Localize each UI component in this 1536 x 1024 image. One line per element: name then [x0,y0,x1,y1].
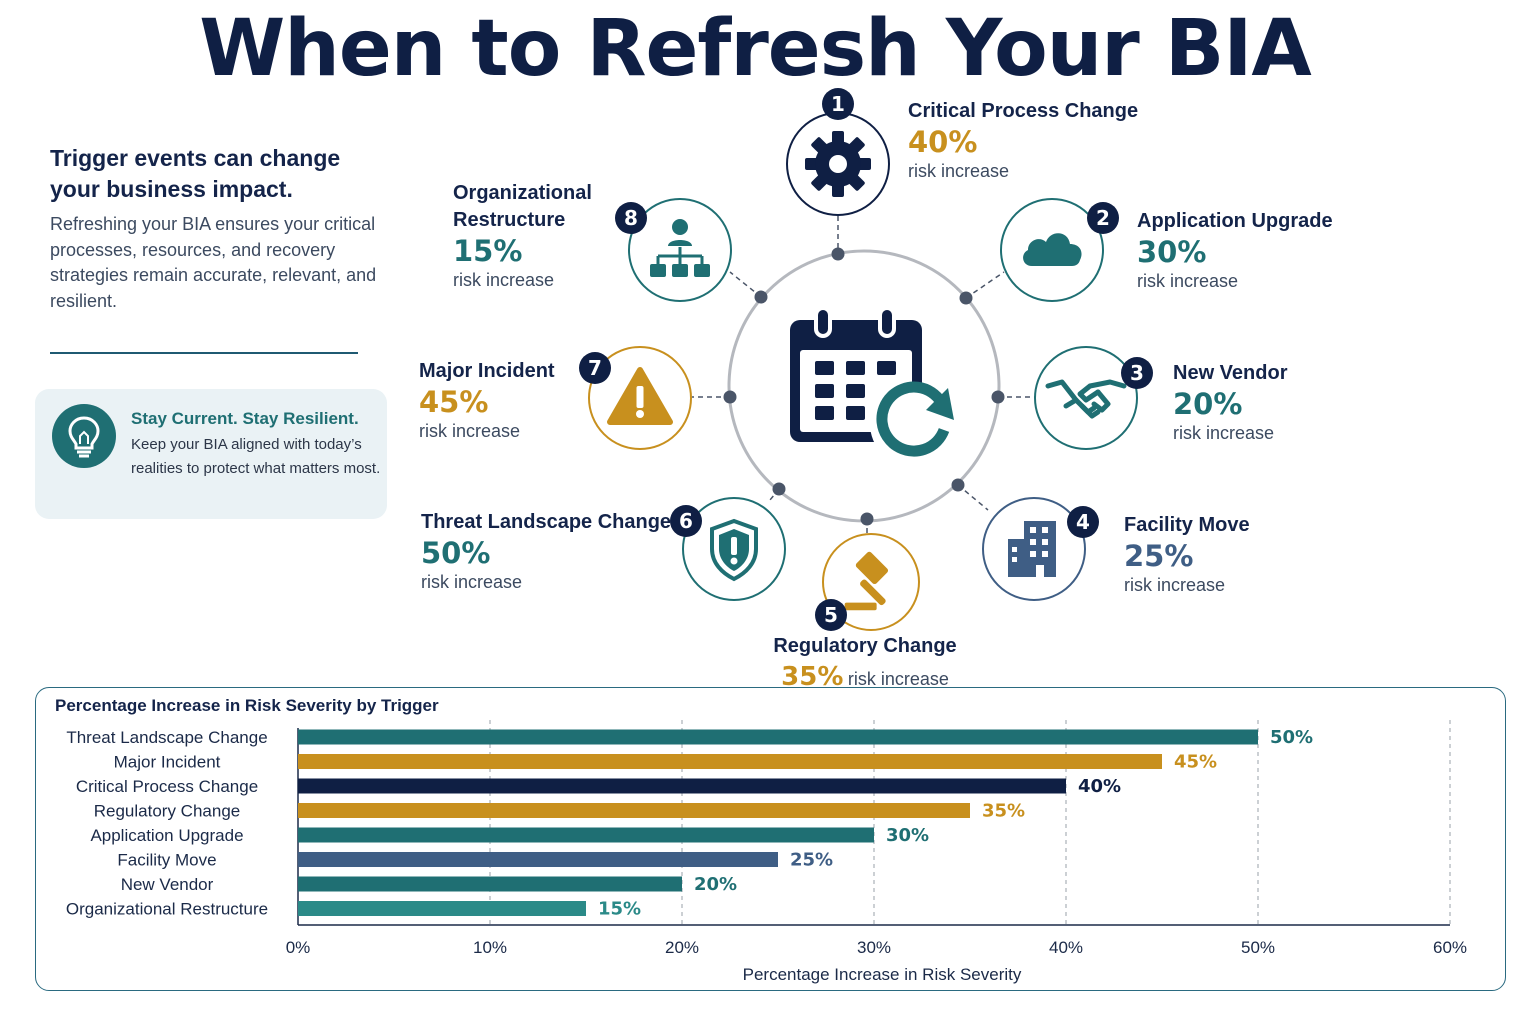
data-label: 25% [790,850,833,871]
page-title: When to Refresh Your BIA [199,4,1311,94]
label-critical-process-change: Critical Process Change 40% risk increas… [908,98,1138,183]
trigger-sub: risk increase [1173,423,1275,443]
category-label: Critical Process Change [76,777,258,796]
trigger-name: Major Incident [419,360,555,382]
trigger-name: Critical Process Change [908,100,1139,122]
badge-2: 2 [1087,202,1119,234]
trigger-name: Regulatory Change [773,635,957,657]
badge-8: 8 [615,202,647,234]
x-tick-label: 10% [473,938,507,957]
label-regulatory-change: Regulatory Change 35% risk increase [760,633,970,694]
label-new-vendor: New Vendor 20% risk increase [1173,360,1287,445]
shield-alert-icon [710,518,758,582]
badge-6: 6 [670,505,702,537]
trigger-sub: risk increase [419,421,521,441]
label-application-upgrade: Application Upgrade 30% risk increase [1137,208,1333,293]
trigger-pct: 15% [453,234,523,268]
label-organizational-restructure: Organizational Restructure 15% risk incr… [453,180,613,292]
chart-title: Percentage Increase in Risk Severity by … [55,696,439,715]
lightbulb-icon [52,404,116,468]
category-label: Threat Landscape Change [66,728,267,747]
x-tick-label: 50% [1241,938,1275,957]
gavel-icon [844,551,889,611]
x-tick-label: 0% [286,938,311,957]
trigger-name: Facility Move [1124,514,1250,536]
divider [50,352,358,354]
trigger-pct: 45% [419,385,489,419]
node-critical-process-change [786,112,890,216]
trigger-name: Application Upgrade [1137,210,1333,232]
badge-3: 3 [1121,357,1153,389]
trigger-pct: 40% [908,125,978,159]
trigger-pct: 50% [421,536,491,570]
trigger-pct: 20% [1173,387,1243,421]
badge-5: 5 [815,599,847,631]
trigger-sub: risk increase [453,270,555,290]
label-threat-landscape-change: Threat Landscape Change 50% risk increas… [421,509,671,594]
x-tick-label: 20% [665,938,699,957]
data-label: 30% [886,825,929,846]
category-label: Organizational Restructure [66,900,268,919]
tip-body: Keep your BIA aligned with today’s reali… [131,436,381,477]
trigger-name: Threat Landscape Change [421,511,672,533]
intro-heading: Trigger events can change your business … [50,145,341,202]
bar [298,827,874,843]
badge-4: 4 [1067,506,1099,538]
data-label: 40% [1078,776,1121,797]
category-label: Regulatory Change [94,802,240,821]
cloud-icon [1023,233,1082,266]
trigger-sub: risk increase [1137,271,1239,291]
category-label: Application Upgrade [90,826,243,845]
badge-7: 7 [579,352,611,384]
trigger-pct: 30% [1137,235,1207,269]
bar [298,729,1258,745]
warning-icon [607,367,673,425]
label-facility-move: Facility Move 25% risk increase [1124,512,1250,597]
category-label: New Vendor [121,875,214,894]
data-label: 20% [694,874,737,895]
trigger-sub: risk increase [908,161,1010,181]
bar [298,778,1066,794]
chart-panel [35,687,1506,991]
label-major-incident: Major Incident 45% risk increase [419,358,555,443]
node-facility-move [982,497,1086,601]
bar [298,876,682,892]
x-axis-title: Percentage Increase in Risk Severity [743,965,1022,984]
gear-icon [805,131,871,197]
bar [298,852,778,867]
trigger-sub: risk increase [847,669,949,689]
category-label: Facility Move [117,851,216,870]
trigger-sub: risk increase [421,572,523,592]
trigger-sub: risk increase [1124,575,1226,595]
data-label: 45% [1174,752,1217,773]
badge-1: 1 [822,88,854,120]
calendar-refresh-icon [790,306,954,466]
x-tick-label: 40% [1049,938,1083,957]
x-tick-label: 30% [857,938,891,957]
node-new-vendor [1034,346,1138,450]
data-label: 50% [1270,727,1313,748]
trigger-cycle-diagram [692,207,1036,535]
trigger-name: Organizational Restructure [453,182,592,231]
data-label: 35% [982,801,1025,822]
handshake-icon [1045,379,1127,419]
org-chart-icon [650,219,710,277]
intro-body: Refreshing your BIA ensures your critica… [50,214,377,311]
bar [298,803,970,818]
node-application-upgrade [1000,198,1104,302]
x-tick-label: 60% [1433,938,1467,957]
trigger-name: New Vendor [1173,362,1288,384]
trigger-pct: 25% [1124,539,1194,573]
building-icon [1008,521,1056,577]
bar [298,754,1162,769]
category-label: Major Incident [114,753,221,772]
data-label: 15% [598,899,641,920]
tip-heading: Stay Current. Stay Resilient. [131,409,359,428]
bar [298,901,586,916]
